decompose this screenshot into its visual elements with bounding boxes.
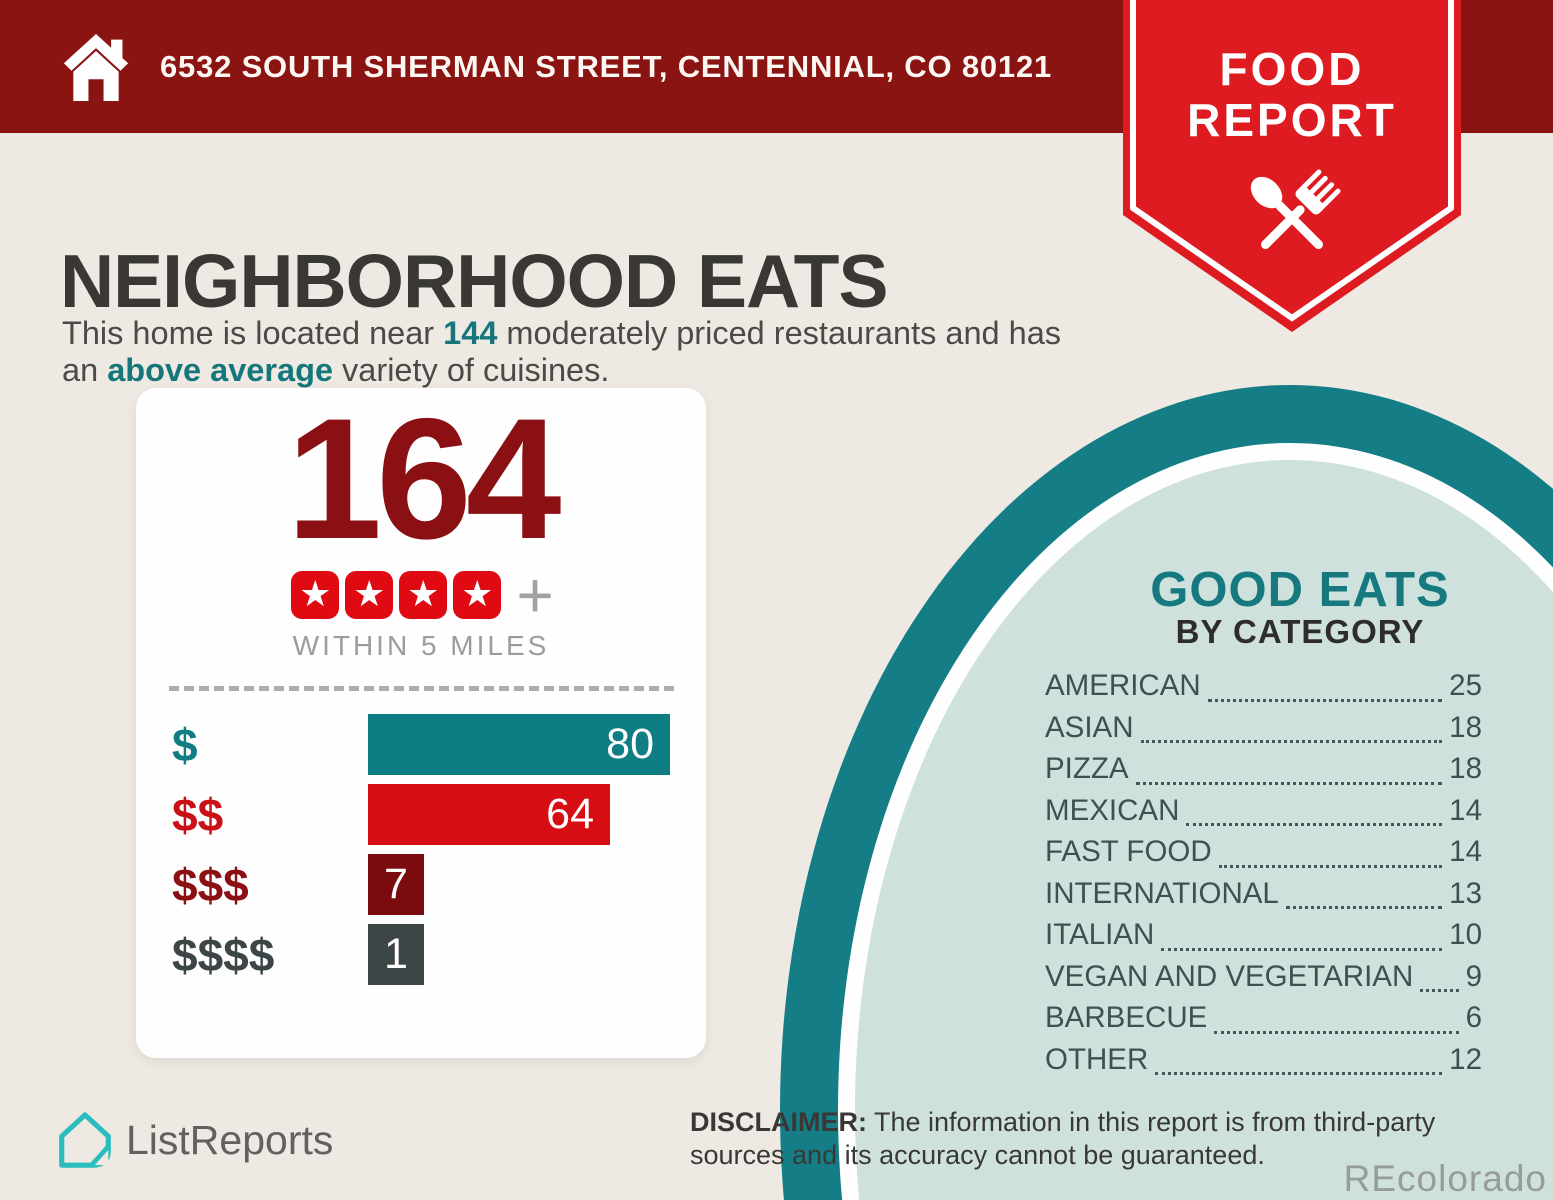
food-report-badge-text: FOOD REPORT bbox=[1118, 44, 1466, 146]
badge-line-1: FOOD bbox=[1219, 43, 1365, 95]
disclaimer: DISCLAIMER: The information in this repo… bbox=[690, 1106, 1495, 1172]
subtitle-mid: moderately priced restaurants and has an bbox=[62, 314, 1062, 389]
listreports-logo: ListReports bbox=[58, 1110, 333, 1170]
category-row: VEGAN AND VEGETARIAN 9 bbox=[1045, 960, 1482, 1002]
price-tier-label: $$$ bbox=[172, 858, 249, 911]
category-list: AMERICAN 25 ASIAN 18 PIZZA 18 MEXICAN 14 FAS… bbox=[1045, 669, 1482, 1084]
plus-sign: + bbox=[516, 559, 554, 631]
price-bar-value: 1 bbox=[384, 930, 408, 978]
price-bar: 64 bbox=[368, 784, 610, 845]
category-label: OTHER bbox=[1045, 1042, 1149, 1076]
star-icon: ★ bbox=[345, 571, 394, 619]
subtitle-pre: This home is located near bbox=[62, 314, 444, 351]
good-eats-title: GOOD EATS bbox=[1150, 563, 1450, 617]
brand-name: ListReports bbox=[126, 1116, 334, 1163]
price-bar: 1 bbox=[368, 924, 424, 985]
food-report-badge bbox=[1123, 0, 1461, 332]
category-row: ASIAN 18 bbox=[1045, 711, 1482, 753]
price-bar-row: $$$$ 1 bbox=[172, 924, 706, 985]
dotted-leader bbox=[1155, 1072, 1443, 1075]
category-count: 13 bbox=[1449, 876, 1482, 910]
dotted-leader bbox=[1285, 906, 1443, 909]
disclaimer-label: DISCLAIMER: bbox=[690, 1107, 867, 1137]
category-count: 6 bbox=[1465, 1001, 1482, 1034]
price-bar: 80 bbox=[368, 714, 670, 775]
price-tier-label: $ bbox=[172, 718, 198, 771]
price-bar-row: $$ 64 bbox=[172, 784, 706, 845]
dotted-leader bbox=[1140, 740, 1443, 743]
price-bar-chart: $ 80 $$ 64 $$$ 7 $$$$ 1 bbox=[136, 714, 706, 985]
category-row: BARBECUE 6 bbox=[1045, 1001, 1482, 1043]
category-row: AMERICAN 25 bbox=[1045, 669, 1482, 711]
category-label: BARBECUE bbox=[1045, 1001, 1208, 1034]
price-bar-value: 7 bbox=[384, 860, 408, 908]
star-icon: ★ bbox=[399, 571, 448, 619]
scope-label: WITHIN 5 MILES bbox=[292, 630, 550, 661]
category-count: 14 bbox=[1449, 793, 1482, 827]
category-count: 12 bbox=[1449, 1042, 1482, 1076]
dotted-leader bbox=[1214, 1030, 1459, 1034]
home-icon bbox=[63, 33, 129, 101]
price-bar: 7 bbox=[368, 854, 424, 915]
category-row: INTERNATIONAL 13 bbox=[1045, 877, 1482, 919]
category-row: MEXICAN 14 bbox=[1045, 794, 1482, 836]
dotted-leader bbox=[1218, 864, 1443, 868]
category-label: VEGAN AND VEGETARIAN bbox=[1045, 959, 1414, 993]
category-label: ASIAN bbox=[1045, 710, 1134, 744]
property-address: 6532 SOUTH SHERMAN STREET, CENTENNIAL, C… bbox=[160, 48, 1053, 84]
category-count: 18 bbox=[1449, 752, 1482, 785]
restaurant-count-highlight: 144 bbox=[443, 314, 498, 351]
recolorado-watermark: REcolorado bbox=[1343, 1158, 1547, 1199]
dotted-leader bbox=[1420, 989, 1459, 992]
dotted-leader bbox=[1135, 781, 1443, 785]
price-bar-row: $ 80 bbox=[172, 714, 706, 775]
dashed-divider bbox=[168, 686, 674, 691]
page-title: NEIGHBORHOOD EATS bbox=[60, 239, 888, 324]
category-label: INTERNATIONAL bbox=[1045, 876, 1279, 910]
price-bar-value: 80 bbox=[606, 720, 654, 768]
rating-stars: ★ ★ ★ ★ + bbox=[136, 559, 706, 631]
category-count: 9 bbox=[1465, 959, 1482, 993]
dotted-leader bbox=[1161, 947, 1443, 951]
category-label: MEXICAN bbox=[1045, 793, 1180, 827]
star-icon: ★ bbox=[291, 571, 340, 619]
subtitle-post: variety of cuisines. bbox=[333, 352, 610, 388]
category-row: ITALIAN 10 bbox=[1045, 918, 1482, 960]
total-restaurants: 164 bbox=[286, 383, 562, 575]
category-row: FAST FOOD 14 bbox=[1045, 835, 1482, 877]
listreports-house-icon bbox=[59, 1112, 111, 1168]
category-label: AMERICAN bbox=[1045, 669, 1201, 702]
dotted-leader bbox=[1207, 698, 1443, 702]
badge-line-2: REPORT bbox=[1187, 94, 1397, 146]
price-tier-label: $$ bbox=[172, 788, 224, 841]
category-row: PIZZA 18 bbox=[1045, 752, 1482, 794]
category-row: OTHER 12 bbox=[1045, 1043, 1482, 1085]
price-bar-row: $$$ 7 bbox=[172, 854, 706, 915]
variety-highlight: above average bbox=[107, 352, 334, 388]
category-label: ITALIAN bbox=[1045, 918, 1155, 951]
category-count: 14 bbox=[1449, 835, 1482, 868]
category-count: 10 bbox=[1449, 918, 1482, 951]
spoon-fork-icon bbox=[1250, 169, 1341, 250]
category-count: 18 bbox=[1449, 710, 1482, 744]
restaurant-stats-card: 164 ★ ★ ★ ★ + WITHIN 5 MILES $ 80 $$ 64 … bbox=[136, 388, 706, 1058]
dotted-leader bbox=[1186, 823, 1443, 826]
disclaimer-text: The information in this report is from t… bbox=[690, 1107, 1436, 1170]
category-label: PIZZA bbox=[1045, 752, 1129, 785]
category-label: FAST FOOD bbox=[1045, 835, 1212, 868]
star-icon: ★ bbox=[453, 571, 502, 619]
price-bar-value: 64 bbox=[546, 790, 594, 838]
good-eats-subtitle: BY CATEGORY bbox=[1175, 613, 1425, 650]
intro-subtitle: This home is located near 144 moderately… bbox=[62, 315, 1092, 390]
price-tier-label: $$$$ bbox=[172, 928, 275, 981]
category-count: 25 bbox=[1449, 669, 1482, 702]
